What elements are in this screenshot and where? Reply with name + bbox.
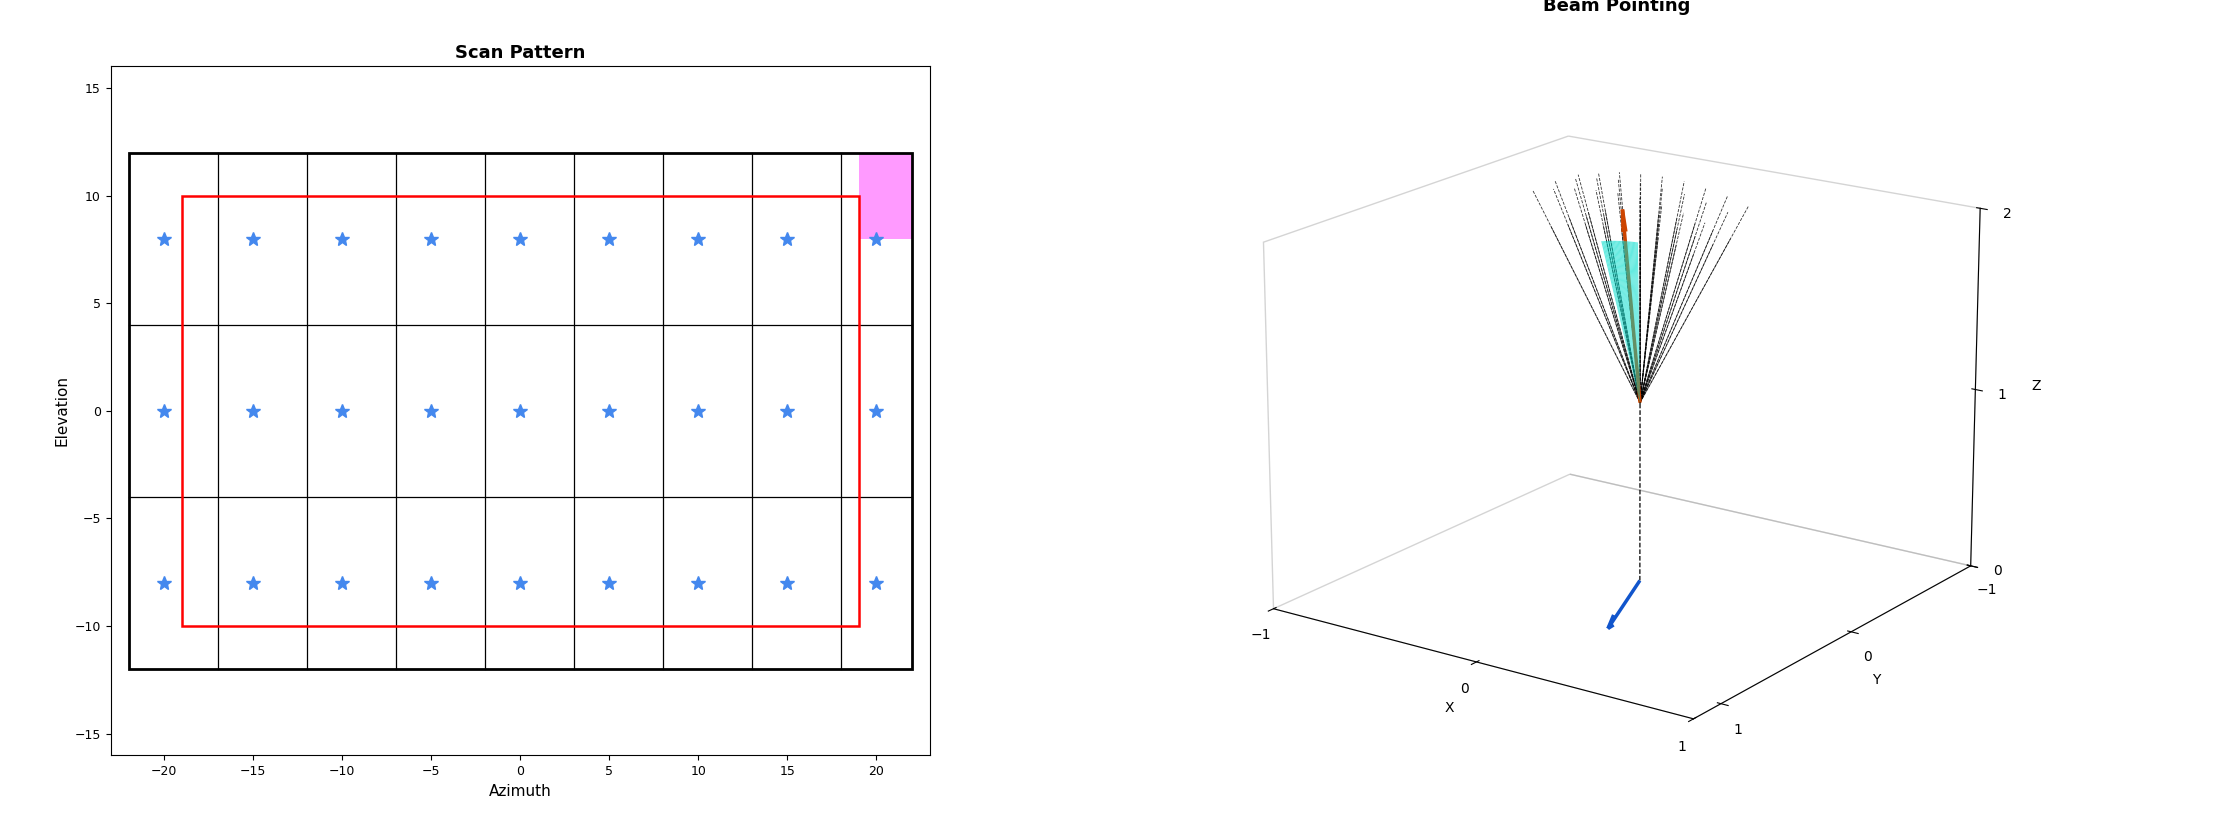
- X-axis label: X: X: [1444, 701, 1455, 715]
- Bar: [859, 153, 912, 239]
- Title: Scan Pattern: Scan Pattern: [456, 44, 584, 62]
- Bar: [128, 153, 912, 669]
- Y-axis label: Y: Y: [1873, 673, 1882, 687]
- Bar: [182, 196, 859, 626]
- X-axis label: Azimuth: Azimuth: [489, 784, 551, 798]
- Title: Beam Pointing: Beam Pointing: [1543, 0, 1689, 15]
- Y-axis label: Elevation: Elevation: [53, 375, 69, 447]
